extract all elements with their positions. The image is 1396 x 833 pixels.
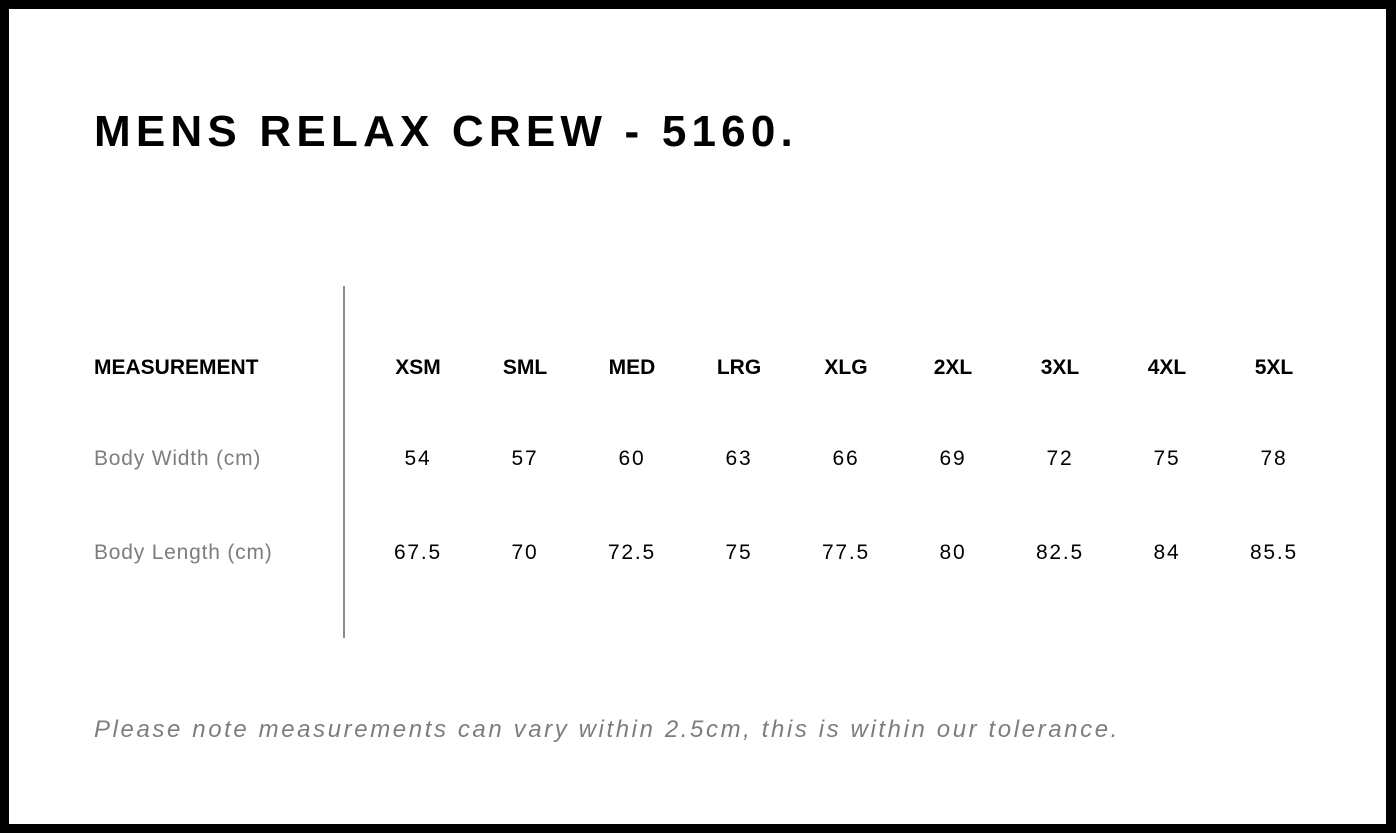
table-cell: 75 [725, 541, 753, 564]
table-cell: 75 [1153, 447, 1181, 470]
row-label-body-length: Body Length (cm) [94, 541, 273, 564]
table-cell: 67.5 [393, 541, 443, 564]
table-cell: 54 [404, 447, 432, 470]
size-header: 2XL [933, 356, 973, 379]
tolerance-note: Please note measurements can vary within… [94, 716, 1120, 743]
table-cell: 70 [511, 541, 539, 564]
table-cell: 77.5 [821, 541, 871, 564]
size-header: 5XL [1254, 356, 1294, 379]
size-header: LRG [716, 356, 762, 379]
table-cell: 80 [939, 541, 967, 564]
table-cell: 69 [939, 447, 967, 470]
table-cell: 63 [725, 447, 753, 470]
table-cell: 57 [511, 447, 539, 470]
size-header: SML [502, 356, 548, 379]
table-cell: 72 [1046, 447, 1074, 470]
measurement-header: MEASUREMENT [94, 356, 259, 379]
size-header: MED [608, 356, 656, 379]
table-cell: 66 [832, 447, 860, 470]
size-chart-card: MENS RELAX CREW - 5160. MEASUREMENT Body… [9, 9, 1386, 824]
page-title: MENS RELAX CREW - 5160. [94, 107, 798, 156]
row-label-body-width: Body Width (cm) [94, 447, 262, 470]
size-header: XSM [395, 356, 441, 379]
table-cell: 85.5 [1249, 541, 1299, 564]
column-divider [343, 286, 345, 638]
table-cell: 82.5 [1035, 541, 1085, 564]
size-header: 3XL [1040, 356, 1080, 379]
table-cell: 60 [618, 447, 646, 470]
size-header: 4XL [1147, 356, 1187, 379]
size-header: XLG [824, 356, 868, 379]
table-cell: 78 [1260, 447, 1288, 470]
table-cell: 84 [1153, 541, 1181, 564]
table-cell: 72.5 [607, 541, 657, 564]
